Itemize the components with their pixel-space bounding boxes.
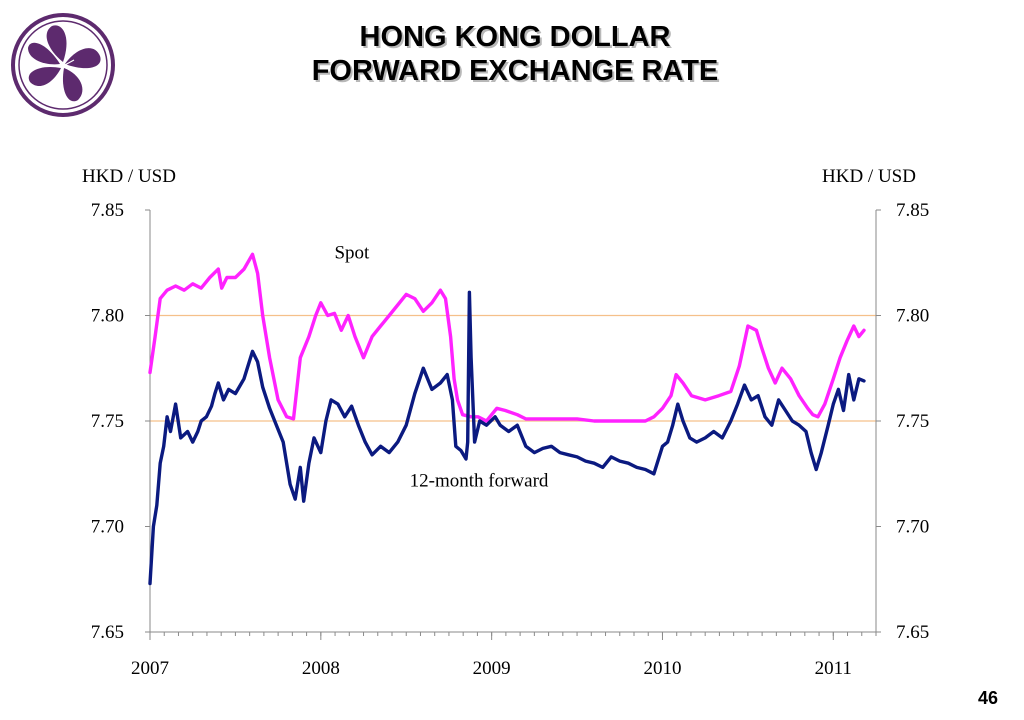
x-tick-label: 2007 xyxy=(131,658,169,679)
title-line-2: FORWARD EXCHANGE RATE xyxy=(311,55,719,87)
annotation-1: 12-month forward xyxy=(410,470,549,491)
right-y-tick-label: 7.65 xyxy=(896,622,929,643)
title-line-1: HONG KONG DOLLAR xyxy=(359,21,671,53)
x-tick-label: 2009 xyxy=(473,658,511,679)
series-layer xyxy=(148,252,866,586)
x-tick-label: 2008 xyxy=(302,658,340,679)
left-axis-unit-label: HKD / USD xyxy=(82,166,176,187)
annotations: Spot 12-month forward xyxy=(334,243,548,492)
x-tick-label: 2011 xyxy=(815,658,852,679)
annotation-0: Spot xyxy=(334,243,370,264)
left-y-tick-label: 7.75 xyxy=(91,411,124,432)
right-y-tick-label: 7.80 xyxy=(896,306,929,327)
right-y-tick-label: 7.75 xyxy=(896,411,929,432)
left-y-tick-label: 7.65 xyxy=(91,622,124,643)
left-y-tick-label: 7.70 xyxy=(91,517,124,538)
series-line-1 xyxy=(148,290,866,586)
left-y-tick-label: 7.80 xyxy=(91,306,124,327)
axis-labels: 7.65 7.65 7.70 7.70 7.75 7.75 7.80 7.80 7.85 7.85… xyxy=(91,200,930,679)
left-y-tick-label: 7.85 xyxy=(91,200,124,221)
page-number: 46 xyxy=(978,688,999,708)
bauhinia-flower-logo-icon xyxy=(11,13,115,117)
x-tick-label: 2010 xyxy=(643,658,681,679)
right-y-tick-label: 7.70 xyxy=(896,517,929,538)
right-y-tick-label: 7.85 xyxy=(896,200,929,221)
series-line-0 xyxy=(148,252,866,423)
slide-title: HONG KONG DOLLAR FORWARD EXCHANGE RATE xyxy=(190,20,840,88)
right-axis-unit-label: HKD / USD xyxy=(822,166,916,187)
reference-lines xyxy=(150,314,876,422)
